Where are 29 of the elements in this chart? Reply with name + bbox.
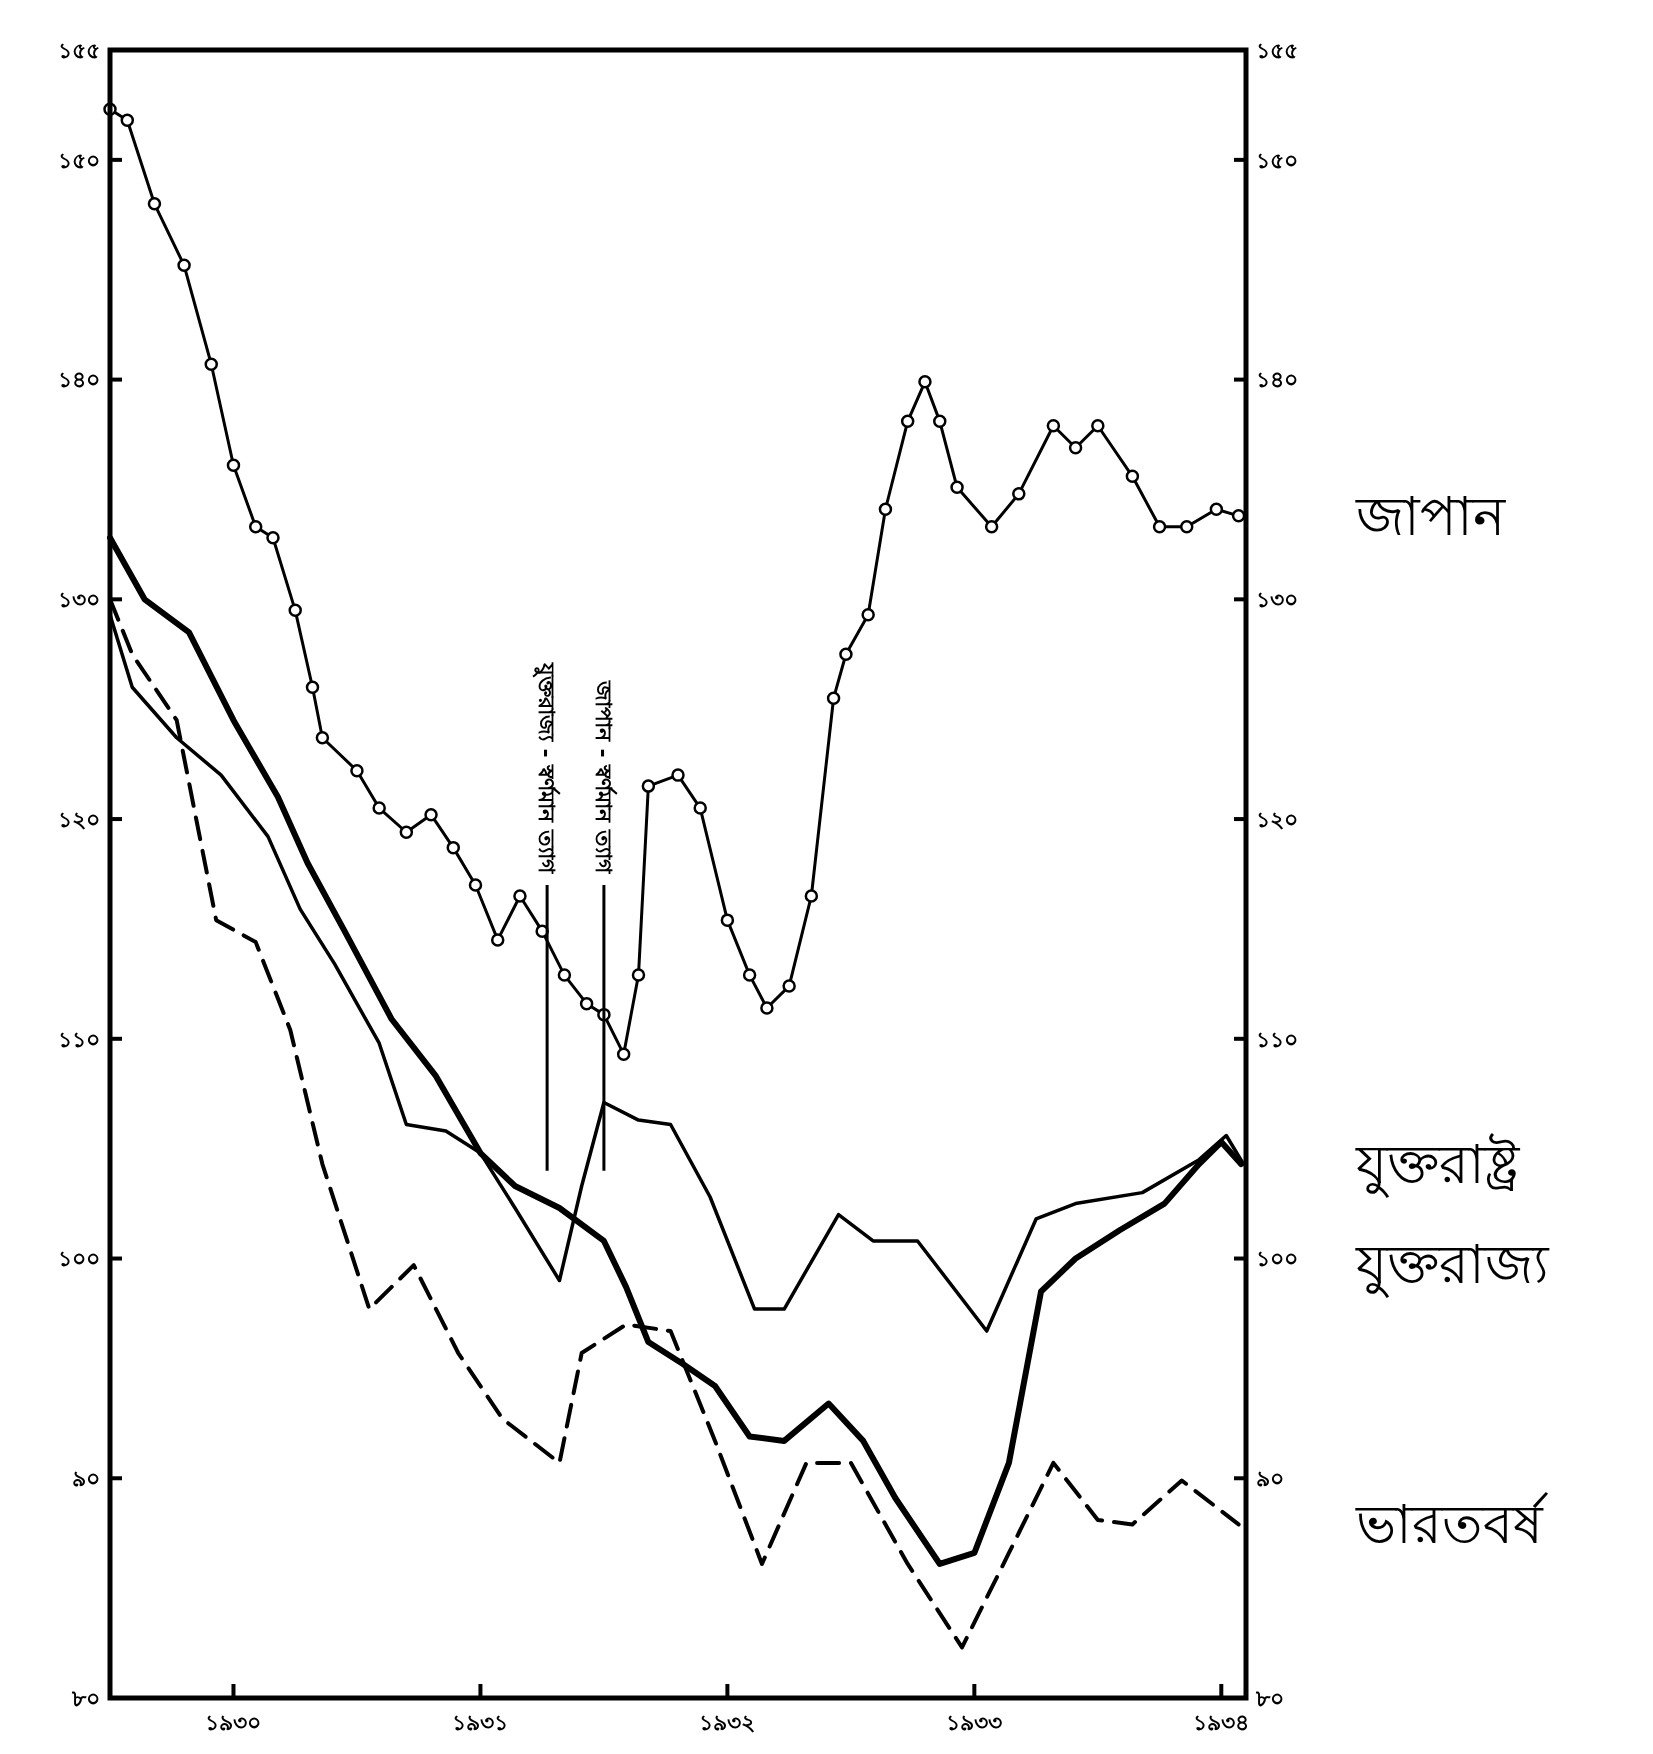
y-tick-label: ১২০ [58, 806, 100, 832]
y2-tick-label: ১৩০ [1256, 587, 1298, 613]
text: যুক্তরাজ্য [1355, 1232, 1550, 1298]
y-tick-label: ১১০ [58, 1026, 100, 1052]
text: ভারতবর্ষ [1355, 1492, 1549, 1557]
text: জাপান [1355, 484, 1506, 548]
ref-line-label: জাপান - স্বর্ণমান ত্যাগ [590, 679, 618, 875]
x-tick-label: ১৯৩১ [452, 1710, 509, 1735]
y2-tick-label: ১৫৫ [1256, 37, 1298, 63]
y2-tick-label: ১৫০ [1256, 147, 1298, 173]
y2-tick-label: ১৪০ [1256, 367, 1298, 393]
y2-tick-label: ১১০ [1256, 1026, 1298, 1052]
x-tick-label: ১৯৩২ [699, 1710, 756, 1735]
y-tick-label: ১০০ [58, 1246, 100, 1272]
y-tick-label: ১৫৫ [58, 37, 100, 63]
x-tick-label: ১৯৩৩ [946, 1710, 1003, 1735]
y2-tick-label: ৯০ [1256, 1465, 1284, 1491]
y2-tick-label: ১২০ [1256, 806, 1298, 832]
y-tick-label: ১৪০ [58, 367, 100, 393]
y2-tick-label: ৮০ [1255, 1685, 1284, 1711]
y-tick-label: ৯০ [72, 1465, 100, 1491]
x-tick-label: ১৯৩৪ [1193, 1710, 1250, 1735]
ref-line-label: যুক্তরাজ্য - স্বর্ণমান ত্যাগ [532, 661, 562, 875]
y-tick-label: ১৫০ [58, 147, 100, 173]
y2-tick-label: ১০০ [1256, 1246, 1298, 1272]
y-tick-label: ৮০ [71, 1685, 100, 1711]
y-tick-label: ১৩০ [58, 587, 100, 613]
x-tick-label: ১৯৩০ [205, 1710, 262, 1735]
text: যুক্তরাষ্ট্র [1355, 1132, 1521, 1198]
